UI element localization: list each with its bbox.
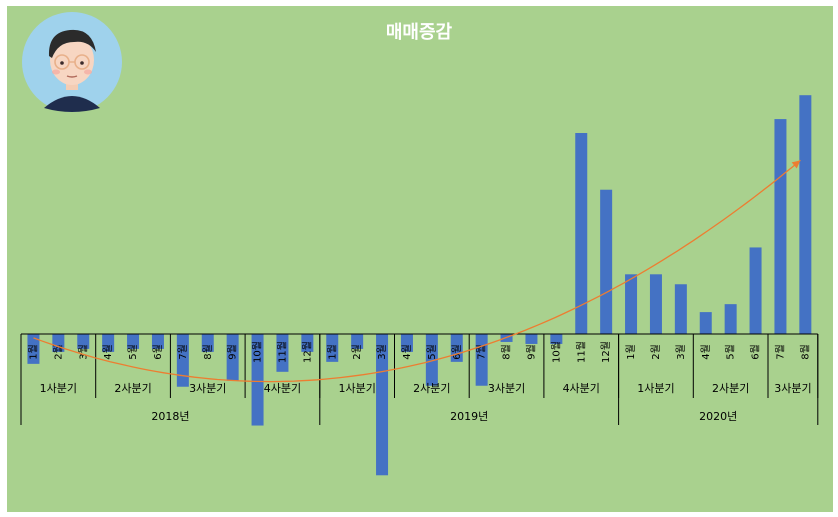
bar <box>251 334 264 426</box>
quarter-label: 4사분기 <box>563 382 600 395</box>
month-label: 12월 <box>600 341 612 363</box>
bar <box>425 334 438 386</box>
month-label: 5월 <box>127 344 139 360</box>
bar <box>77 334 90 349</box>
month-label: 6월 <box>750 344 762 360</box>
month-label: 3월 <box>376 344 388 360</box>
month-label: 2월 <box>650 344 662 360</box>
month-label: 7월 <box>774 344 786 360</box>
bar <box>27 334 40 364</box>
bar <box>326 334 339 362</box>
bar <box>600 189 613 334</box>
month-label: 4월 <box>102 344 114 360</box>
quarter-label: 4사분기 <box>264 382 301 395</box>
month-label: 1월 <box>326 344 338 360</box>
bar <box>749 247 762 334</box>
bar <box>724 304 737 334</box>
quarter-label: 2사분기 <box>712 382 749 395</box>
bar <box>674 284 687 334</box>
month-label: 3월 <box>675 344 687 360</box>
month-label: 3월 <box>77 344 89 360</box>
bar <box>127 334 140 349</box>
quarter-label: 1사분기 <box>40 382 77 395</box>
quarter-label: 2사분기 <box>114 382 151 395</box>
month-label: 5월 <box>426 344 438 360</box>
quarter-label: 3사분기 <box>488 382 525 395</box>
month-label: 10월 <box>252 341 264 363</box>
plot-background <box>7 6 833 512</box>
month-label: 8월 <box>202 344 214 360</box>
trendline-arrow <box>791 160 801 169</box>
chart-title: 매매증감 <box>385 22 453 43</box>
bar <box>525 334 538 344</box>
month-label: 10월 <box>550 341 562 363</box>
quarter-label: 1사분기 <box>637 382 674 395</box>
bar <box>699 312 712 334</box>
bar <box>400 334 413 352</box>
bar <box>176 334 189 387</box>
month-label: 2월 <box>351 344 363 360</box>
trendline <box>33 159 801 383</box>
month-label: 11월 <box>575 341 587 363</box>
bar <box>301 334 314 352</box>
month-label: 5월 <box>725 344 737 360</box>
quarter-label: 3사분기 <box>189 382 226 395</box>
month-label: 4월 <box>700 344 712 360</box>
year-label: 2019년 <box>450 410 488 423</box>
month-label: 11월 <box>276 341 288 363</box>
bar <box>226 334 239 381</box>
bar <box>799 95 812 334</box>
month-label: 8월 <box>799 344 811 360</box>
month-label: 8월 <box>501 344 513 360</box>
avatar-icon <box>22 12 122 112</box>
bar <box>351 334 364 349</box>
month-label: 6월 <box>451 344 463 360</box>
month-label: 9월 <box>227 344 239 360</box>
bar <box>625 274 638 334</box>
quarter-label: 1사분기 <box>338 382 375 395</box>
quarter-label: 3사분기 <box>774 382 811 395</box>
month-label: 7월 <box>177 344 189 360</box>
bar <box>774 119 787 334</box>
month-label: 7월 <box>476 344 488 360</box>
year-label: 2020년 <box>699 410 737 423</box>
bar <box>649 274 662 334</box>
bar <box>575 133 588 334</box>
bar <box>151 334 164 349</box>
month-label: 6월 <box>152 344 164 360</box>
bar <box>376 334 389 476</box>
year-label: 2018년 <box>151 410 189 423</box>
month-label: 9월 <box>525 344 537 360</box>
month-label: 1월 <box>27 344 39 360</box>
bar <box>276 334 289 372</box>
month-label: 12월 <box>301 341 313 363</box>
quarter-label: 2사분기 <box>413 382 450 395</box>
bar <box>102 334 115 352</box>
month-label: 1월 <box>625 344 637 360</box>
bar <box>201 334 214 352</box>
bar <box>550 334 563 344</box>
month-label: 4월 <box>401 344 413 360</box>
